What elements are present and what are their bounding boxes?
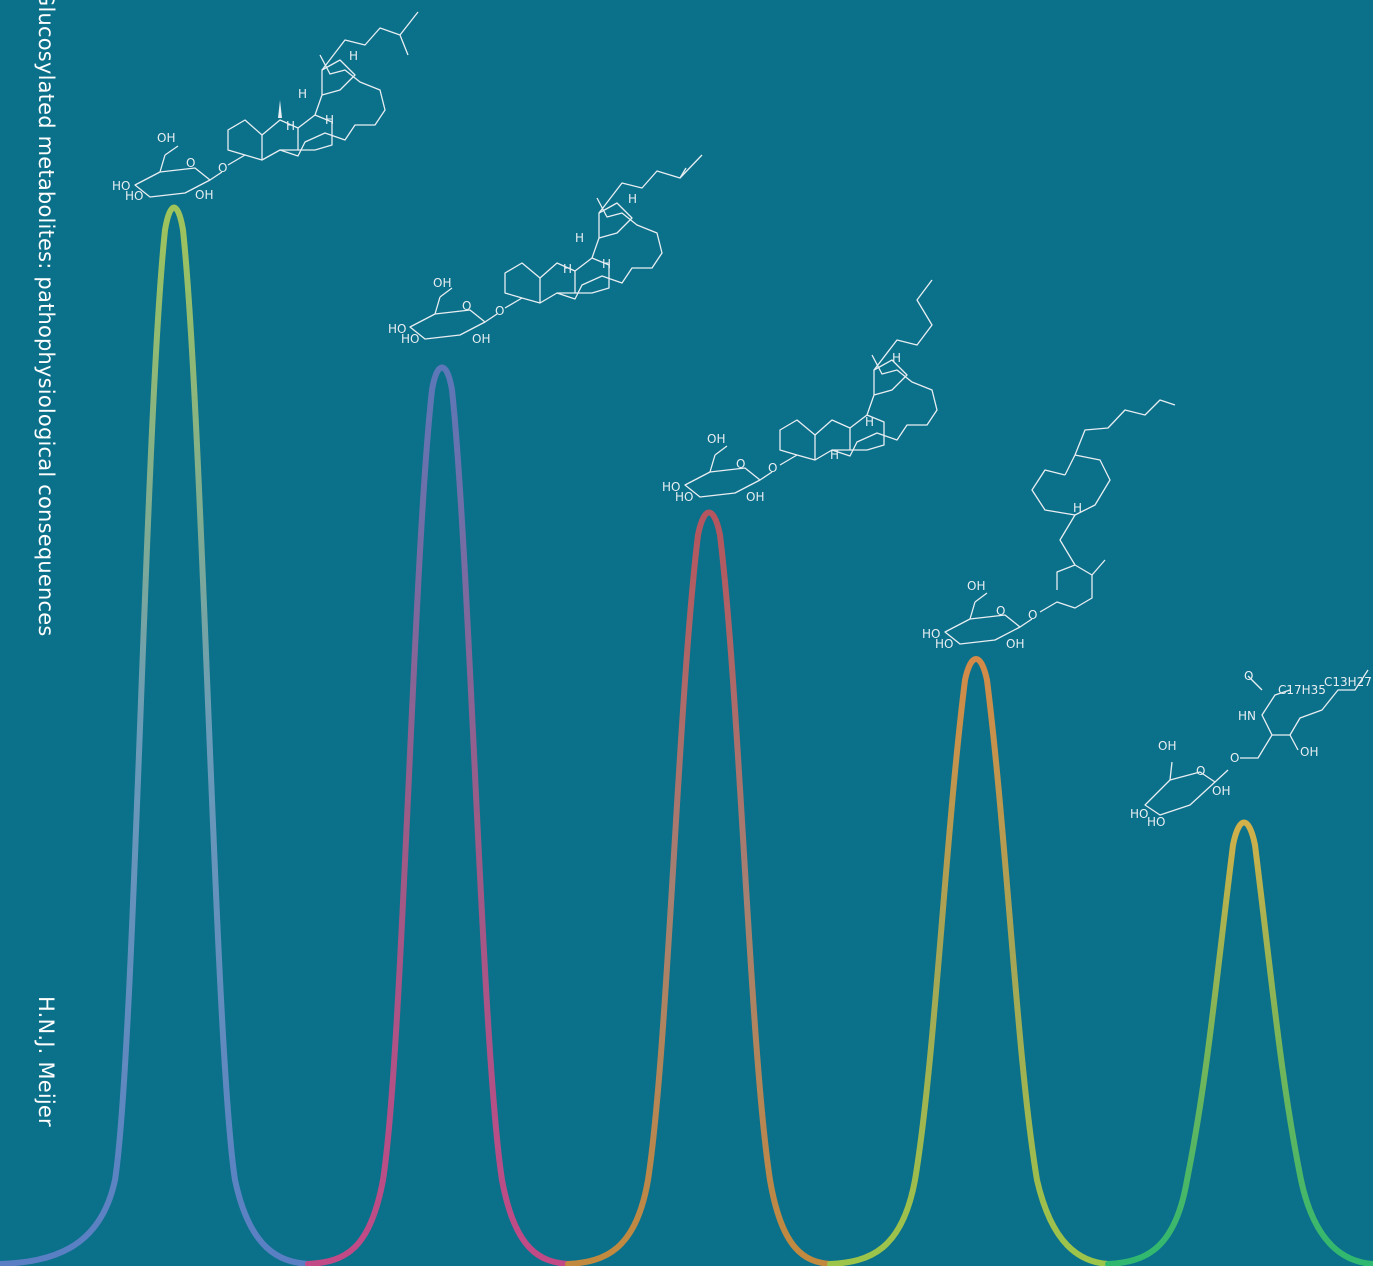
svg-text:OH: OH [1212, 784, 1230, 798]
molecule-4-structure [944, 399, 1176, 645]
svg-text:O: O [495, 304, 504, 318]
svg-text:OH: OH [1006, 637, 1024, 651]
svg-text:OH: OH [433, 276, 451, 290]
svg-text:O: O [1196, 764, 1205, 778]
svg-text:H: H [1073, 501, 1082, 515]
molecule-1-structure [134, 11, 419, 198]
svg-text:O: O [1028, 608, 1037, 622]
svg-text:HO: HO [1130, 807, 1148, 821]
svg-text:OH: OH [1300, 745, 1318, 759]
svg-text:H: H [298, 87, 307, 101]
book-title: Glucosylated metabolites: pathophysiolog… [34, 0, 58, 637]
svg-text:OH: OH [967, 579, 985, 593]
svg-text:OH: OH [157, 131, 175, 145]
molecule-3-structure [684, 279, 938, 498]
svg-text:H: H [286, 119, 295, 133]
svg-text:OH: OH [195, 188, 213, 202]
svg-text:HO: HO [388, 322, 406, 336]
peak-3 [565, 509, 833, 1266]
author-name: H.N.J. Meijer [34, 996, 58, 1127]
svg-text:H: H [628, 192, 637, 206]
molecule-5-structure [1144, 669, 1369, 816]
svg-text:H: H [563, 262, 572, 276]
svg-text:OH: OH [707, 432, 725, 446]
svg-text:H: H [602, 257, 611, 271]
svg-text:HO: HO [401, 332, 419, 346]
svg-text:HO: HO [935, 637, 953, 651]
svg-text:O: O [736, 457, 745, 471]
svg-text:O: O [1244, 669, 1253, 683]
peak-4 [827, 656, 1111, 1266]
peak-5 [1105, 819, 1373, 1266]
svg-text:OH: OH [746, 490, 764, 504]
molecule-4-labels: OH HO HO O OH O H [922, 501, 1082, 651]
svg-text:HO: HO [1147, 815, 1165, 829]
svg-text:C13H27: C13H27 [1324, 675, 1372, 689]
svg-text:O: O [996, 604, 1005, 618]
molecule-3-labels: OH HO HO O OH O H H H [662, 351, 901, 504]
svg-text:OH: OH [472, 332, 490, 346]
molecule-2-labels: OH HO HO O OH O H H H H [388, 192, 637, 346]
svg-text:O: O [218, 161, 227, 175]
peak-2 [305, 364, 571, 1266]
svg-text:H: H [830, 448, 839, 462]
svg-text:HO: HO [922, 627, 940, 641]
molecule-5-labels: OH HO HO O OH O HN O C17H35 OH C13H27 [1130, 669, 1372, 829]
svg-text:O: O [462, 299, 471, 313]
svg-text:O: O [768, 461, 777, 475]
svg-text:H: H [349, 49, 358, 63]
peak-1 [0, 204, 311, 1266]
svg-text:OH: OH [1158, 739, 1176, 753]
svg-text:HN: HN [1238, 709, 1256, 723]
svg-text:H: H [892, 351, 901, 365]
svg-text:O: O [1230, 751, 1239, 765]
svg-text:H: H [865, 415, 874, 429]
svg-text:HO: HO [112, 179, 130, 193]
molecule-1-labels: OH HO HO O OH O H H H H [112, 49, 358, 203]
svg-text:HO: HO [675, 490, 693, 504]
molecule-2-structure [409, 154, 703, 340]
svg-text:C17H35: C17H35 [1278, 683, 1326, 697]
svg-text:H: H [575, 231, 584, 245]
svg-text:O: O [186, 156, 195, 170]
svg-text:H: H [325, 113, 334, 127]
svg-text:HO: HO [125, 189, 143, 203]
svg-text:HO: HO [662, 480, 680, 494]
